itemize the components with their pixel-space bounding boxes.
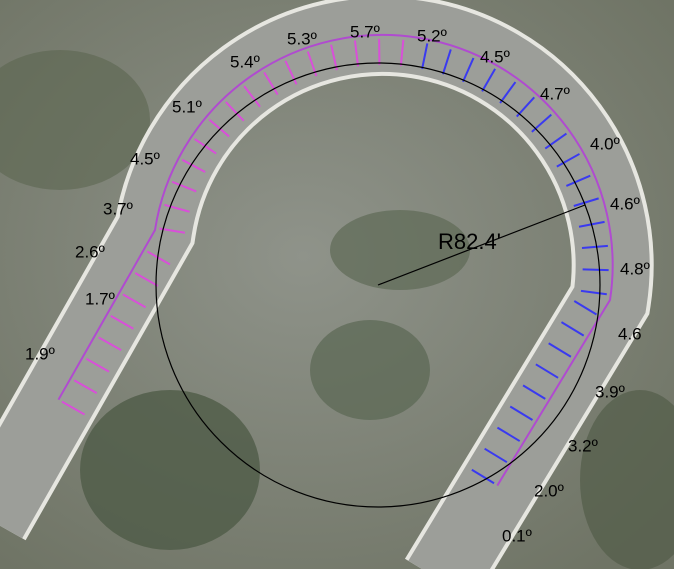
tick bbox=[496, 426, 521, 442]
tick bbox=[484, 447, 508, 464]
slope-label: 3.7º bbox=[103, 199, 133, 218]
vegetation bbox=[80, 390, 260, 550]
slope-label: 1.7º bbox=[85, 289, 115, 308]
tick bbox=[544, 132, 568, 150]
tick bbox=[441, 49, 452, 75]
tick bbox=[171, 180, 197, 193]
slope-label: 5.3º bbox=[287, 29, 317, 48]
slope-label: 2.6º bbox=[75, 242, 105, 261]
tick-rail bbox=[0, 33, 614, 569]
tick bbox=[565, 174, 591, 187]
slope-label: 3.9º bbox=[595, 382, 625, 401]
radius-circle bbox=[155, 62, 601, 508]
tick bbox=[208, 118, 230, 138]
tick bbox=[98, 336, 122, 352]
tick bbox=[284, 60, 298, 85]
slope-labels: 1.9º 1.7º 2.6º 3.7º 4.5º 5.1º 5.4º 5.3º 5.7º 5.2º… bbox=[25, 22, 650, 545]
slope-label: 5.1º bbox=[172, 97, 202, 116]
tick bbox=[560, 321, 585, 337]
tick bbox=[573, 197, 599, 207]
tick bbox=[122, 293, 147, 309]
tick bbox=[263, 71, 279, 96]
slope-label: 0.1º bbox=[502, 526, 532, 545]
tick bbox=[134, 272, 159, 287]
tick bbox=[548, 342, 572, 358]
slope-label: 3.2º bbox=[568, 436, 598, 455]
vegetation bbox=[0, 50, 150, 190]
tick bbox=[509, 405, 533, 421]
tick bbox=[181, 158, 206, 173]
tick bbox=[582, 268, 609, 272]
tick bbox=[399, 39, 405, 66]
tick bbox=[243, 85, 261, 108]
slope-label: 1.9º bbox=[25, 344, 55, 363]
tick bbox=[85, 357, 110, 373]
slope-label: 4.8º bbox=[620, 259, 650, 278]
tick bbox=[194, 138, 217, 155]
tick bbox=[164, 203, 190, 213]
vegetation bbox=[330, 210, 470, 290]
tick bbox=[481, 68, 496, 92]
tick bbox=[535, 363, 559, 379]
tick bbox=[573, 300, 598, 316]
slope-label: 4.0º bbox=[590, 134, 620, 153]
radius-line bbox=[377, 204, 586, 286]
tick bbox=[110, 315, 134, 330]
slope-label: 4.5º bbox=[130, 149, 160, 168]
tick bbox=[581, 244, 608, 249]
slope-label: 5.4º bbox=[230, 52, 260, 71]
slope-label: 4.7º bbox=[540, 84, 570, 103]
tick bbox=[146, 250, 171, 266]
slope-label: 5.2º bbox=[417, 26, 447, 45]
vegetation bbox=[310, 320, 430, 420]
tick bbox=[61, 400, 86, 416]
tick bbox=[225, 101, 245, 122]
tick bbox=[73, 379, 98, 394]
tick bbox=[499, 81, 517, 104]
tick bbox=[522, 384, 546, 400]
slope-label: 4.6 bbox=[618, 324, 642, 343]
slope-label: 4.5º bbox=[480, 47, 510, 66]
tick bbox=[421, 43, 429, 70]
tick bbox=[471, 468, 495, 485]
slope-label: 4.6º bbox=[610, 194, 640, 213]
vegetation bbox=[580, 390, 674, 569]
tick bbox=[353, 40, 360, 67]
slope-label: 2.0º bbox=[534, 481, 564, 500]
tick bbox=[580, 289, 607, 296]
tick bbox=[330, 44, 338, 71]
tick bbox=[556, 153, 580, 168]
radius-label: R82.4' bbox=[438, 229, 501, 254]
slope-label: 5.7º bbox=[350, 22, 380, 41]
tick bbox=[462, 57, 475, 83]
